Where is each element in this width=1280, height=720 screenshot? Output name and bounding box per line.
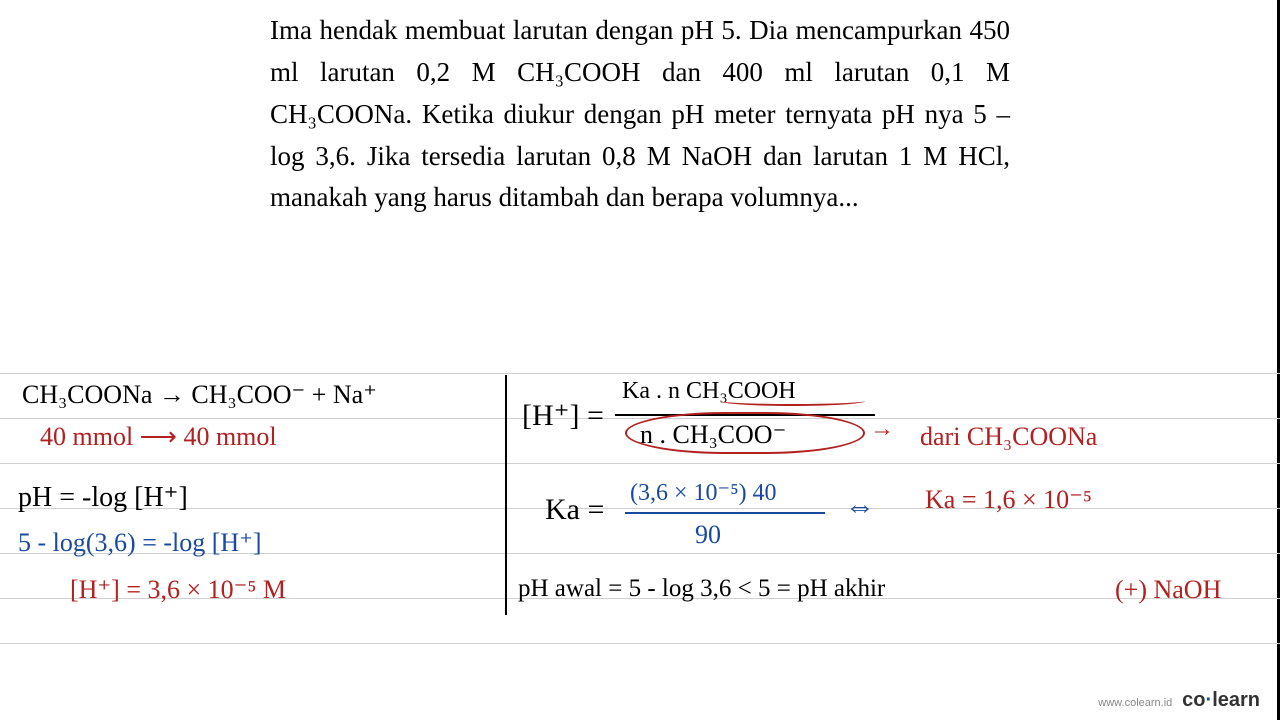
hw-eq2-fraction-line	[625, 512, 825, 514]
footer-branding: www.colearn.id co·learn	[1098, 689, 1260, 712]
hw-eq2-denominator: 90	[695, 520, 721, 550]
hw-arrow-to-annotation: →	[870, 416, 894, 443]
problem-line-8: volumnya...	[730, 182, 858, 212]
brand-co: co	[1182, 689, 1205, 711]
hw-ka-result: Ka = 1,6 × 10⁻⁵	[925, 485, 1092, 515]
vertical-divider	[505, 375, 507, 615]
ruled-line	[0, 373, 1280, 374]
problem-line-6: larutan 0,8 M NaOH dan larutan 1 M HCl,	[516, 141, 1010, 171]
hw-red-circle	[625, 412, 865, 454]
hw-h-plus-equals: [H⁺] =	[522, 398, 604, 433]
hw-naoh-note: (+) NaOH	[1115, 575, 1221, 605]
hw-double-arrow: ⇔	[845, 490, 875, 524]
problem-line-1: Ima hendak membuat larutan dengan pH 5.	[270, 15, 742, 45]
hw-ph-comparison: pH awal = 5 - log 3,6 < 5 = pH akhir	[518, 575, 885, 603]
hw-dissociation-eq: CH₃COONa → CH₃COO⁻ + Na⁺	[22, 380, 377, 410]
problem-statement: Ima hendak membuat larutan dengan pH 5. …	[270, 10, 1010, 219]
hw-h-concentration: [H⁺] = 3,6 × 10⁻⁵ M	[70, 575, 286, 605]
ruled-line	[0, 418, 1280, 419]
hw-ka-equals: Ka =	[545, 493, 604, 527]
hw-annotation-dari: dari CH₃COONa	[920, 422, 1097, 452]
problem-line-3: CH₃COOH dan 400 ml larutan 0,1 M	[517, 57, 1010, 87]
ruled-line	[0, 463, 1280, 464]
ruled-line	[0, 643, 1280, 644]
brand-learn: learn	[1212, 689, 1260, 711]
hw-ph-substitution: 5 - log(3,6) = -log [H⁺]	[18, 528, 262, 558]
hw-eq2-numerator: (3,6 × 10⁻⁵) 40	[630, 478, 777, 507]
hw-mmol-amounts: 40 mmol ⟶ 40 mmol	[40, 422, 277, 452]
footer-url: www.colearn.id	[1098, 697, 1172, 709]
problem-line-4: CH₃COONa. Ketika diukur dengan pH meter	[270, 99, 776, 129]
hw-red-underline	[720, 396, 865, 406]
hw-ph-formula: pH = -log [H⁺]	[18, 480, 188, 514]
problem-line-7: manakah yang harus ditambah dan berapa	[270, 182, 724, 212]
